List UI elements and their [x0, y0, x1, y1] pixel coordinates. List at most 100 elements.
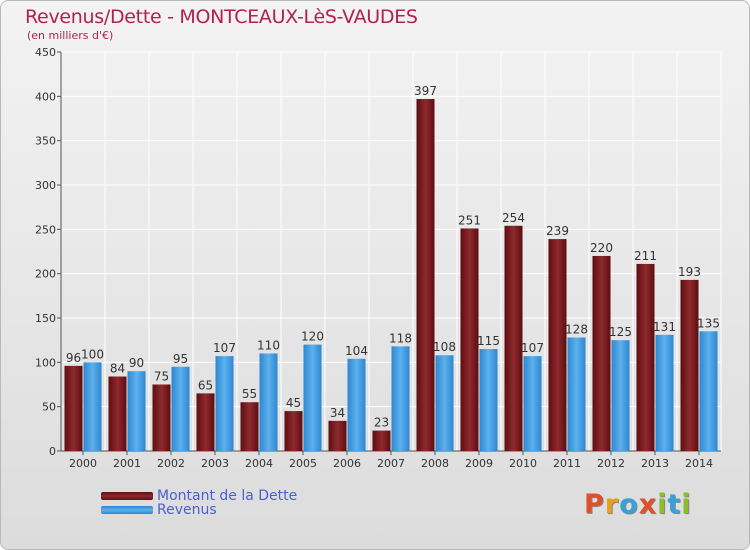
bar-dette	[460, 228, 479, 451]
data-label-revenus: 90	[129, 356, 144, 370]
chart-subtitle: (en milliers d'€)	[27, 29, 114, 42]
logo-letter: t	[667, 489, 682, 520]
data-label-revenus: 128	[565, 323, 588, 337]
data-label-revenus: 125	[609, 325, 632, 339]
legend-swatch-dette	[101, 492, 153, 500]
y-tick-label: 150	[35, 312, 56, 325]
bar-dette	[548, 239, 567, 451]
y-tick-label: 300	[35, 179, 56, 192]
bar-dette	[504, 225, 523, 451]
data-label-dette: 96	[66, 351, 81, 365]
bar-dette	[108, 376, 127, 451]
bar-revenus	[567, 337, 586, 451]
logo-letter: i	[681, 489, 692, 520]
bar-chart: 0 50 100 150 200 250 300 350 400 450 2000 2001 2002 2…	[35, 46, 722, 470]
data-label-revenus: 100	[81, 347, 104, 361]
y-tick-label: 400	[35, 90, 56, 103]
x-tick-label: 2001	[113, 457, 141, 470]
y-tick-label: 450	[35, 46, 56, 59]
legend-label-revenus: Revenus	[157, 502, 217, 518]
logo-letter: x	[638, 489, 658, 520]
data-label-dette: 193	[678, 265, 701, 279]
logo-letter: P	[584, 489, 605, 520]
x-tick-label: 2013	[641, 457, 669, 470]
proxiti-logo: Proxiti	[584, 489, 692, 520]
data-label-revenus: 95	[173, 352, 188, 366]
bar-revenus	[83, 362, 102, 451]
data-label-dette: 55	[242, 387, 257, 401]
bar-revenus	[391, 346, 410, 451]
x-tick-label: 2005	[289, 457, 317, 470]
bar-dette	[64, 365, 83, 451]
bar-dette	[636, 263, 655, 451]
data-label-revenus: 110	[257, 338, 280, 352]
bar-revenus	[523, 356, 542, 451]
data-label-dette: 254	[502, 211, 525, 225]
bar-dette	[152, 384, 171, 451]
data-label-dette: 84	[110, 362, 125, 376]
x-tick-label: 2009	[465, 457, 493, 470]
x-tick-label: 2007	[377, 457, 405, 470]
bar-revenus	[347, 358, 366, 451]
data-label-revenus: 131	[653, 320, 676, 334]
data-label-revenus: 107	[521, 341, 544, 355]
y-tick-label: 350	[35, 135, 56, 148]
x-tick-label: 2006	[333, 457, 361, 470]
bar-revenus	[611, 340, 630, 451]
data-label-dette: 75	[154, 370, 169, 384]
bar-revenus	[655, 334, 674, 451]
bar-revenus	[259, 353, 278, 451]
data-label-dette: 65	[198, 378, 213, 392]
data-label-dette: 239	[546, 224, 569, 238]
bar-revenus	[435, 355, 454, 451]
data-label-revenus: 120	[301, 330, 324, 344]
bar-dette	[416, 98, 435, 451]
data-label-dette: 34	[330, 406, 345, 420]
y-tick-label: 200	[35, 268, 56, 281]
bar-revenus	[303, 344, 322, 451]
chart-title: Revenus/Dette - MONTCEAUX-LèS-VAUDES	[25, 6, 418, 28]
logo-letter: o	[619, 489, 639, 520]
legend-item-revenus: Revenus	[101, 502, 217, 518]
data-label-dette: 23	[374, 416, 389, 430]
x-tick-label: 2004	[245, 457, 273, 470]
x-tick-label: 2014	[685, 457, 713, 470]
data-label-revenus: 107	[213, 341, 236, 355]
x-tick-label: 2012	[597, 457, 625, 470]
bar-revenus	[479, 349, 498, 451]
data-label-dette: 45	[286, 396, 301, 410]
bar-dette	[680, 279, 699, 451]
logo-letter: r	[604, 489, 620, 520]
bar-revenus	[699, 331, 718, 451]
data-label-dette: 211	[634, 249, 657, 263]
axes: 0 50 100 150 200 250 300 350 400 450 2000 2001 2002 2…	[35, 46, 721, 470]
bar-dette	[284, 411, 303, 451]
bar-dette	[592, 255, 611, 451]
bar-revenus	[171, 366, 190, 451]
data-label-revenus: 115	[477, 334, 500, 348]
data-label-dette: 397	[414, 84, 437, 98]
data-label-revenus: 135	[697, 316, 720, 330]
y-tick-label: 100	[35, 356, 56, 369]
data-label-dette: 251	[458, 213, 481, 227]
data-labels: 96 100 84 90 75 95 65 107 55 110 45 120 34 104 23 118 39…	[66, 84, 720, 430]
legend-label-dette: Montant de la Dette	[157, 488, 298, 504]
bars	[64, 98, 718, 451]
x-tick-label: 2011	[553, 457, 581, 470]
bar-dette	[196, 393, 215, 451]
y-tick-label: 50	[42, 401, 56, 414]
x-tick-label: 2008	[421, 457, 449, 470]
bar-revenus	[127, 371, 146, 451]
data-label-revenus: 104	[345, 344, 368, 358]
x-tick-label: 2002	[157, 457, 185, 470]
data-label-dette: 220	[590, 241, 613, 255]
y-tick-label: 0	[49, 445, 56, 458]
bar-dette	[328, 420, 347, 451]
data-label-revenus: 118	[389, 331, 412, 345]
y-tick-label: 250	[35, 223, 56, 236]
x-tick-label: 2003	[201, 457, 229, 470]
logo-letter: i	[657, 489, 668, 520]
data-label-revenus: 108	[433, 340, 456, 354]
x-tick-label: 2000	[69, 457, 97, 470]
